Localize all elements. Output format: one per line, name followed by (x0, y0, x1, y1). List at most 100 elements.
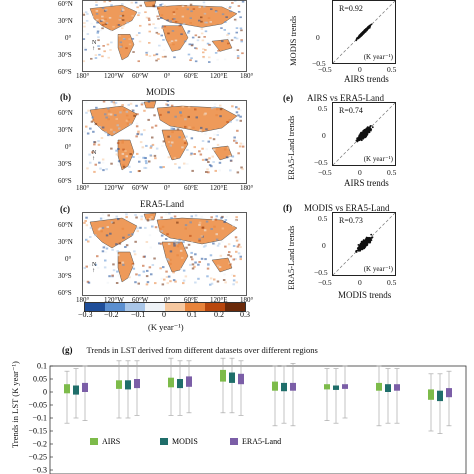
trend-cell (113, 103, 116, 106)
trend-cell (203, 36, 206, 38)
trend-cell (121, 3, 124, 5)
scatter-xtick: −0.5 (318, 278, 332, 287)
continent-shape (117, 139, 135, 171)
trend-cell (121, 141, 124, 144)
trend-cell (190, 215, 193, 218)
scatter-point (359, 133, 362, 136)
trend-cell (101, 27, 104, 30)
trend-cell (98, 126, 102, 128)
trend-cell (134, 1, 138, 4)
box-airs (272, 381, 278, 391)
trend-cell (182, 282, 185, 285)
trend-cell (146, 269, 149, 272)
colorbar-tick: 0.1 (187, 310, 197, 319)
trend-cell (200, 32, 204, 35)
box-modis (385, 384, 391, 392)
trend-cell (104, 251, 108, 254)
trend-cell (118, 18, 122, 21)
trend-cell (159, 242, 163, 245)
trend-cell (187, 53, 191, 56)
trend-cell (181, 105, 185, 108)
trend-cell (172, 11, 176, 14)
trend-cell (239, 27, 243, 30)
trend-cell (148, 218, 152, 220)
trend-cell (238, 238, 241, 241)
trend-cell (123, 38, 126, 40)
trend-cell (241, 168, 244, 171)
trend-cell (226, 121, 229, 123)
trend-cell (139, 226, 142, 229)
world-map-shape (82, 0, 247, 72)
trend-cell (183, 162, 186, 165)
trend-cell (145, 144, 148, 147)
trend-cell (142, 255, 146, 258)
trend-cell (174, 115, 177, 118)
trend-cell (104, 131, 107, 134)
trend-cell (167, 32, 170, 35)
trend-cell (195, 47, 198, 50)
scatter-point (363, 243, 366, 245)
map-frame (82, 0, 247, 72)
trend-cell (108, 0, 112, 2)
trend-cell (91, 15, 94, 18)
trend-cell (105, 247, 109, 250)
scatter-point (359, 135, 362, 138)
continent-shape (156, 105, 238, 133)
trend-cell (142, 156, 145, 159)
trend-cell (210, 228, 213, 230)
trend-cell (124, 246, 127, 248)
trend-cell (219, 104, 222, 107)
trend-map-c (82, 212, 247, 296)
trend-cell (161, 55, 165, 58)
trend-cell (166, 282, 169, 285)
trend-cell (82, 12, 85, 15)
trend-cell (236, 49, 240, 52)
trend-cell (162, 140, 166, 143)
scatter-point (364, 134, 367, 137)
scatter-xlabel: MODIS trends (338, 290, 392, 300)
trend-cell (162, 266, 165, 269)
trend-cell (100, 137, 104, 139)
trend-cell (192, 8, 196, 10)
trend-cell (161, 225, 165, 228)
trend-cell (171, 18, 175, 20)
trend-cell (234, 219, 237, 222)
trend-cell (219, 108, 223, 111)
trend-cell (85, 265, 88, 268)
trend-cell (151, 126, 154, 129)
trend-cell (229, 6, 232, 8)
trend-cell (168, 135, 172, 138)
trend-cell (191, 169, 194, 172)
legend-swatch (90, 438, 98, 445)
trend-cell (161, 283, 165, 286)
trend-cell (154, 282, 157, 285)
trend-cell (135, 122, 139, 125)
trend-cell (139, 4, 142, 7)
trend-cell (109, 30, 113, 32)
trend-cell (221, 40, 224, 43)
trend-cell (216, 108, 219, 111)
trend-cell (83, 22, 86, 24)
trend-cell (153, 257, 156, 260)
trend-cell (169, 20, 172, 23)
trend-cell (170, 104, 174, 107)
trend-cell (89, 226, 93, 229)
scatter-unit: (K year⁻¹) (363, 155, 393, 163)
trend-cell (135, 104, 138, 107)
trend-cell (167, 135, 170, 138)
trend-cell (189, 234, 192, 237)
trend-cell (127, 118, 130, 121)
trend-cell (161, 144, 164, 147)
trend-cell (124, 150, 127, 152)
trend-cell (112, 221, 115, 224)
trend-cell (147, 118, 150, 121)
trend-cell (179, 23, 183, 26)
trend-cell (204, 49, 207, 51)
scatter-point (366, 244, 368, 247)
trend-cell (121, 227, 125, 230)
trend-cell (121, 152, 125, 155)
trend-cell (229, 169, 232, 172)
trend-cell (105, 116, 108, 119)
lat-tick: 0° (65, 143, 72, 151)
trend-cell (232, 224, 235, 227)
